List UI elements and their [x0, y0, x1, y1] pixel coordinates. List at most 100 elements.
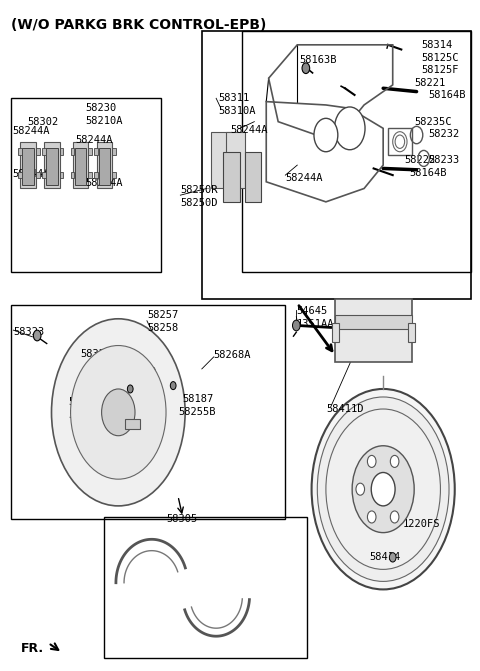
- Circle shape: [170, 382, 176, 390]
- Bar: [104, 517, 307, 658]
- Circle shape: [71, 346, 166, 479]
- Circle shape: [312, 389, 455, 589]
- Circle shape: [127, 385, 133, 393]
- Bar: [18, 148, 22, 155]
- Bar: [336, 299, 412, 362]
- Text: 58210A: 58210A: [85, 116, 122, 126]
- Text: 58235C: 58235C: [414, 117, 452, 127]
- Bar: [112, 172, 116, 178]
- Text: 58164B: 58164B: [409, 168, 447, 178]
- Text: 58268A: 58268A: [214, 350, 251, 360]
- Bar: [11, 305, 285, 519]
- Bar: [11, 98, 161, 272]
- Text: 58251A: 58251A: [68, 397, 106, 407]
- Text: 58311: 58311: [218, 93, 250, 103]
- Text: 58244A: 58244A: [12, 126, 49, 136]
- Bar: [245, 152, 262, 202]
- Text: 58323: 58323: [80, 349, 111, 359]
- Circle shape: [302, 63, 310, 74]
- Bar: [18, 172, 22, 178]
- Bar: [408, 323, 415, 342]
- Bar: [97, 142, 112, 189]
- Text: 58244A: 58244A: [285, 173, 323, 183]
- Text: 58244A: 58244A: [75, 135, 113, 145]
- Bar: [88, 148, 92, 155]
- Circle shape: [51, 319, 185, 506]
- Bar: [202, 32, 471, 299]
- Text: 58244A: 58244A: [85, 178, 122, 188]
- Bar: [42, 172, 46, 178]
- Text: 1351AA: 1351AA: [296, 319, 334, 329]
- Text: 58250D: 58250D: [180, 197, 218, 207]
- Bar: [99, 148, 110, 185]
- Bar: [60, 172, 63, 178]
- Text: 58310A: 58310A: [218, 106, 256, 116]
- Circle shape: [34, 330, 41, 341]
- Bar: [226, 132, 245, 189]
- Text: 58255B: 58255B: [178, 407, 216, 417]
- Bar: [36, 148, 39, 155]
- Text: 25649: 25649: [125, 367, 156, 377]
- Text: 1220FS: 1220FS: [402, 519, 440, 529]
- Text: 58411D: 58411D: [326, 404, 363, 414]
- Bar: [60, 148, 63, 155]
- Circle shape: [102, 389, 135, 435]
- Text: 58232: 58232: [429, 129, 460, 139]
- Bar: [112, 148, 116, 155]
- Circle shape: [352, 446, 414, 533]
- Text: 58244A: 58244A: [12, 169, 49, 178]
- Circle shape: [335, 107, 365, 150]
- Bar: [36, 172, 39, 178]
- Bar: [71, 148, 74, 155]
- Text: 58221: 58221: [414, 78, 445, 88]
- Bar: [95, 148, 98, 155]
- Bar: [125, 419, 140, 429]
- Bar: [42, 148, 46, 155]
- Circle shape: [314, 118, 338, 152]
- Text: 58233: 58233: [429, 156, 460, 166]
- Text: 58125F: 58125F: [421, 65, 459, 75]
- Bar: [73, 142, 88, 189]
- Circle shape: [389, 553, 396, 562]
- Bar: [88, 172, 92, 178]
- Bar: [332, 323, 339, 342]
- Text: 58230: 58230: [85, 103, 116, 113]
- Text: 58314: 58314: [421, 40, 453, 50]
- Bar: [44, 142, 60, 189]
- Text: 58187: 58187: [183, 394, 214, 404]
- Text: 58302: 58302: [28, 117, 59, 127]
- Bar: [71, 172, 74, 178]
- Bar: [336, 315, 412, 329]
- Circle shape: [326, 409, 441, 570]
- Text: 58252A: 58252A: [68, 410, 106, 420]
- Text: 58414: 58414: [369, 552, 400, 562]
- Bar: [242, 32, 471, 272]
- Bar: [223, 152, 240, 202]
- Text: 58164B: 58164B: [429, 90, 466, 100]
- Circle shape: [390, 511, 399, 523]
- Text: 58222: 58222: [405, 156, 436, 166]
- Text: 58250R: 58250R: [180, 185, 218, 195]
- Text: 58305: 58305: [166, 513, 197, 523]
- Text: FR.: FR.: [21, 641, 44, 655]
- Circle shape: [292, 320, 300, 331]
- Text: 58244A: 58244A: [230, 125, 268, 136]
- Bar: [23, 148, 34, 185]
- Text: 58163B: 58163B: [300, 54, 337, 64]
- Text: 58257: 58257: [147, 311, 178, 321]
- Circle shape: [371, 472, 395, 506]
- Bar: [95, 172, 98, 178]
- Circle shape: [367, 456, 376, 468]
- Circle shape: [317, 397, 449, 581]
- Circle shape: [356, 483, 364, 495]
- Bar: [388, 128, 412, 155]
- Bar: [75, 148, 86, 185]
- Bar: [211, 132, 230, 189]
- Circle shape: [367, 511, 376, 523]
- Circle shape: [390, 456, 399, 468]
- Text: 58323: 58323: [13, 327, 45, 337]
- Text: 58258: 58258: [147, 323, 178, 333]
- Text: 58125C: 58125C: [421, 52, 459, 62]
- Text: 54645: 54645: [296, 307, 327, 317]
- Text: 58187: 58187: [128, 403, 159, 413]
